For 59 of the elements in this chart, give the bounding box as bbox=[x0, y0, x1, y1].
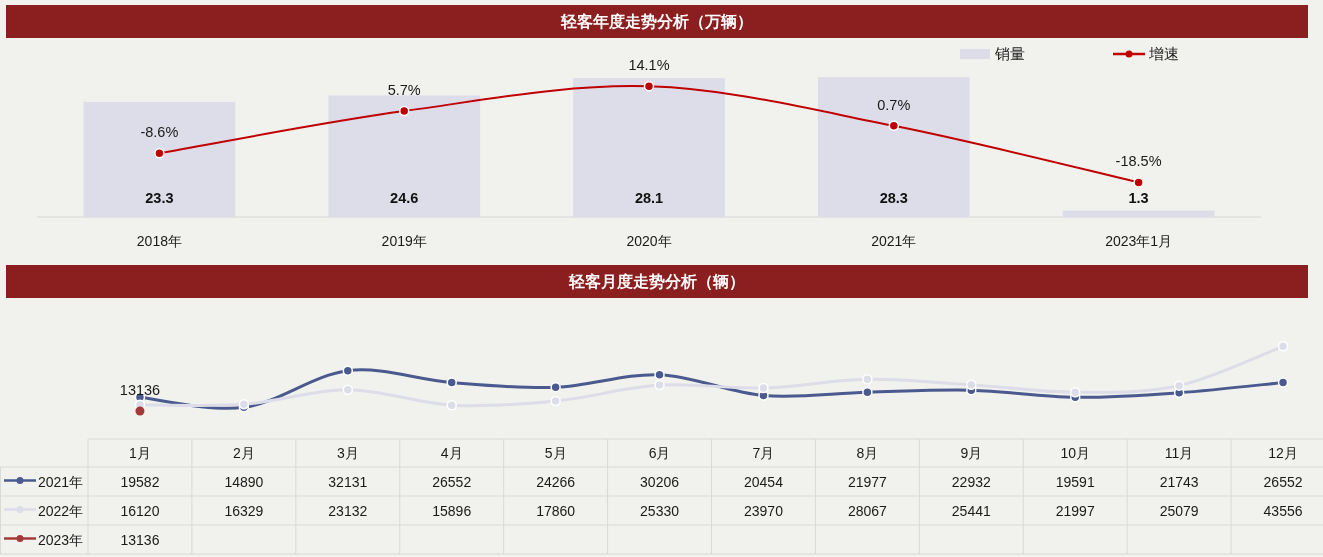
x-tick-label: 7月 bbox=[752, 445, 775, 461]
data-label: 15896 bbox=[432, 502, 472, 519]
data-label: 13136 bbox=[120, 531, 160, 548]
x-tick-label: 2月 bbox=[232, 445, 255, 461]
point bbox=[446, 399, 457, 411]
data-label: 24266 bbox=[536, 473, 576, 490]
legend-label: 2022年 bbox=[38, 502, 84, 519]
data-label: 32131 bbox=[328, 473, 368, 490]
point bbox=[342, 365, 354, 376]
data-label: 23132 bbox=[328, 502, 368, 519]
x-tick-label: 11月 bbox=[1164, 445, 1194, 461]
data-label: 14890 bbox=[224, 473, 264, 490]
x-tick-label: 4月 bbox=[440, 445, 463, 461]
chart-title: 轻客月度走势分析（辆） bbox=[568, 272, 745, 291]
x-tick-label: 12月 bbox=[1268, 445, 1298, 461]
data-label: 25079 bbox=[1159, 502, 1199, 519]
data-label: 16329 bbox=[224, 502, 264, 519]
data-label: 17860 bbox=[536, 502, 576, 519]
x-tick-label: 10月 bbox=[1060, 445, 1090, 461]
x-tick-label: 6月 bbox=[648, 445, 671, 461]
data-label: 26552 bbox=[432, 473, 472, 490]
data-label: 26552 bbox=[1263, 473, 1303, 490]
data-label: 19591 bbox=[1055, 473, 1095, 490]
data-label: 20454 bbox=[744, 473, 783, 490]
data-label: 19582 bbox=[120, 473, 160, 490]
point bbox=[1277, 377, 1289, 388]
annotation: 13136 bbox=[119, 382, 161, 398]
point bbox=[862, 386, 873, 398]
data-label: 43556 bbox=[1263, 502, 1303, 519]
x-tick-label: 8月 bbox=[856, 445, 879, 461]
point bbox=[966, 379, 977, 391]
x-tick-label: 5月 bbox=[544, 445, 567, 461]
data-label: 25330 bbox=[640, 502, 679, 519]
point bbox=[1277, 341, 1289, 352]
point bbox=[550, 395, 561, 407]
point bbox=[135, 406, 145, 416]
point bbox=[1173, 380, 1185, 391]
data-label: 28067 bbox=[847, 502, 887, 519]
data-label: 21997 bbox=[1055, 502, 1095, 519]
data-label: 30206 bbox=[640, 473, 679, 490]
data-label: 21743 bbox=[1159, 473, 1199, 490]
x-tick-label: 1月 bbox=[129, 445, 151, 461]
x-tick-label: 3月 bbox=[336, 445, 359, 461]
point bbox=[862, 374, 873, 385]
legend-label: 2021年 bbox=[38, 473, 84, 490]
data-label: 25441 bbox=[951, 502, 991, 519]
point bbox=[654, 369, 665, 380]
point bbox=[758, 382, 769, 394]
point bbox=[550, 382, 561, 393]
legend-label: 2023年 bbox=[38, 531, 84, 548]
point bbox=[654, 379, 665, 391]
data-label: 22932 bbox=[951, 473, 991, 490]
point bbox=[446, 377, 457, 388]
data-label: 23970 bbox=[744, 502, 783, 519]
point bbox=[342, 384, 354, 396]
x-tick-label: 9月 bbox=[960, 445, 983, 461]
data-label: 16120 bbox=[120, 502, 160, 519]
point bbox=[1069, 386, 1081, 398]
data-label: 21977 bbox=[847, 473, 887, 490]
